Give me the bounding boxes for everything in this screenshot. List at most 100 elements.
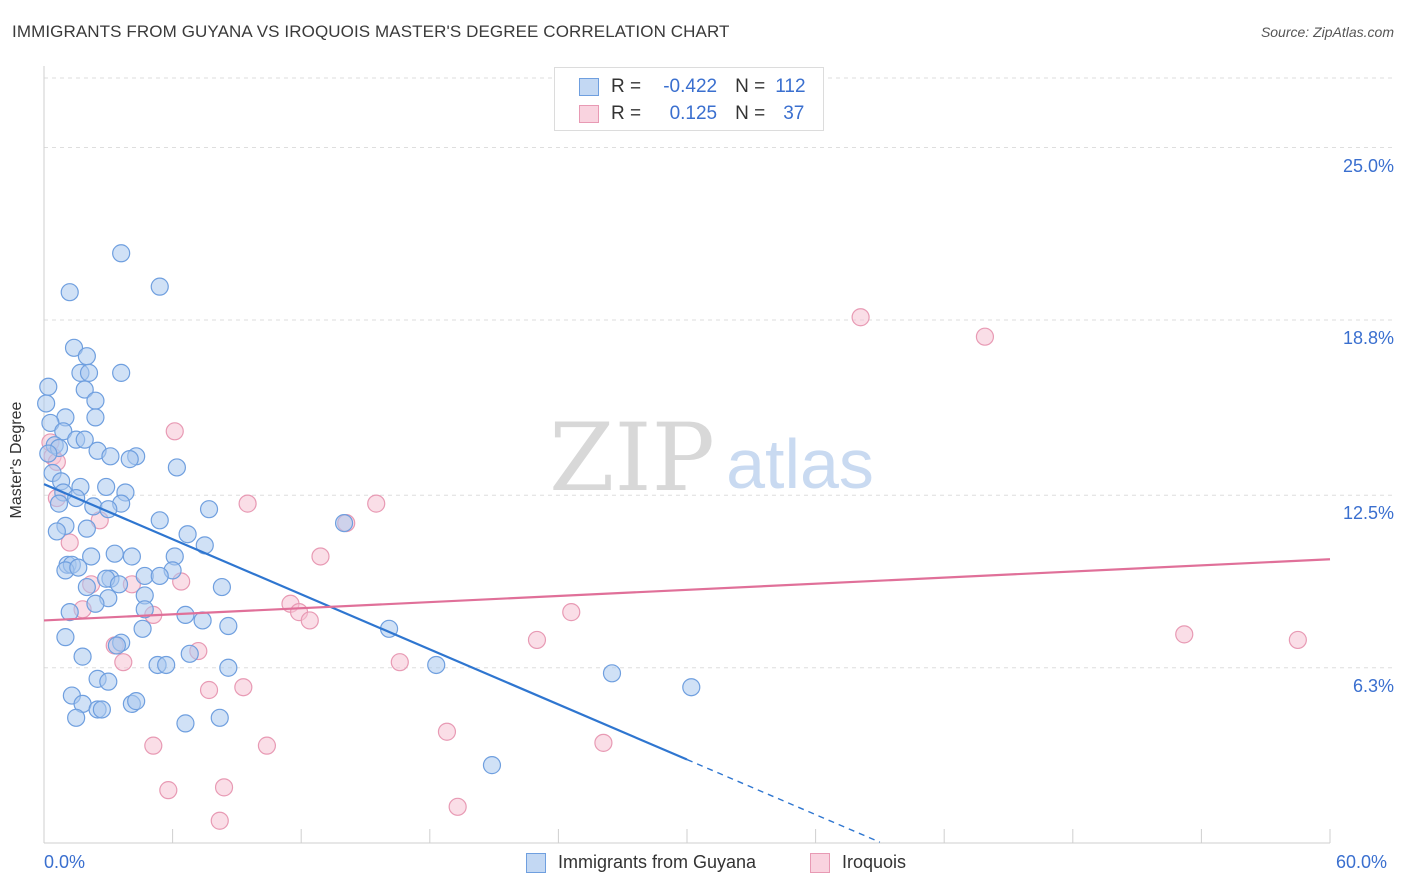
- legend-n-label: N =: [735, 103, 766, 124]
- legend-r-label: R =: [611, 103, 642, 124]
- guyana-point: [427, 655, 446, 675]
- guyana-point: [60, 283, 79, 302]
- guyana-point: [99, 672, 118, 691]
- iroquois-point: [1175, 625, 1194, 644]
- guyana-point: [212, 577, 231, 597]
- series-iroquois-points: [41, 308, 1307, 830]
- guyana-point: [67, 708, 86, 727]
- guyana-point: [334, 513, 354, 533]
- guyana-point: [199, 500, 219, 519]
- guyana-point: [180, 644, 199, 663]
- legend-swatch-blue: [579, 78, 599, 96]
- guyana-point: [107, 636, 126, 655]
- guyana-point: [105, 544, 124, 563]
- guyana-point: [112, 244, 131, 263]
- guyana-point: [69, 558, 88, 577]
- source-label: Source: ZipAtlas.com: [1260, 24, 1394, 40]
- bottom-legend-label-guyana: Immigrants from Guyana: [558, 852, 757, 872]
- guyana-point: [101, 447, 120, 466]
- y-tick-label: 12.5%: [1342, 503, 1394, 524]
- guyana-point: [64, 338, 84, 357]
- bottom-legend-iroquois: Iroquois: [810, 852, 906, 873]
- guyana-point: [49, 494, 69, 513]
- iroquois-point: [594, 733, 613, 752]
- watermark-zip: ZIP: [549, 404, 715, 513]
- bottom-legend-swatch-pink: [810, 852, 830, 873]
- guyana-point: [79, 363, 99, 382]
- guyana-point: [193, 611, 212, 630]
- iroquois-point: [1288, 630, 1307, 650]
- guyana-point: [127, 692, 146, 711]
- guyana-point: [56, 628, 75, 647]
- iroquois-point: [234, 678, 253, 697]
- iroquois-point: [165, 422, 184, 441]
- guyana-point: [86, 594, 105, 613]
- x-tick-label-min: 0.0%: [44, 852, 86, 872]
- guyana-point: [54, 422, 73, 441]
- guyana-point: [482, 756, 502, 775]
- y-tick-label: 18.8%: [1342, 328, 1394, 349]
- guyana-point: [77, 577, 96, 597]
- guyana-point: [73, 647, 92, 666]
- chart-title: IMMIGRANTS FROM GUYANA VS IROQUOIS MASTE…: [12, 22, 730, 41]
- iroquois-point: [144, 736, 163, 755]
- x-tick-label-max: 60.0%: [1336, 852, 1388, 872]
- legend-swatch-pink: [579, 105, 599, 123]
- guyana-point: [75, 380, 94, 399]
- guyana-point: [602, 664, 622, 683]
- guyana-point: [60, 603, 79, 622]
- y-tick-label: 6.3%: [1352, 675, 1394, 696]
- iroquois-point: [367, 494, 386, 513]
- bottom-legend-label-iroquois: Iroquois: [842, 852, 907, 872]
- guyana-point: [133, 619, 152, 638]
- guyana-point: [219, 658, 238, 677]
- legend-r-value: -0.422: [663, 76, 718, 97]
- guyana-point: [210, 708, 229, 727]
- guyana-point: [682, 678, 701, 697]
- iroquois-point: [210, 811, 229, 830]
- iroquois-point: [214, 778, 234, 797]
- watermark-atlas: atlas: [726, 425, 874, 503]
- y-axis-label: Master's Degree: [8, 401, 25, 519]
- guyana-point: [97, 477, 116, 497]
- guyana-point: [41, 413, 60, 433]
- trend-lines: [43, 483, 1331, 843]
- guyana-point: [109, 575, 129, 594]
- watermark: ZIP atlas: [549, 404, 874, 513]
- guyana-point: [112, 363, 131, 382]
- guyana-point: [86, 408, 105, 427]
- guyana-point: [82, 547, 101, 566]
- legend-n-label: N =: [735, 76, 766, 97]
- guyana-point: [219, 616, 238, 636]
- y-tick-label: 25.0%: [1342, 155, 1394, 176]
- guyana-point: [135, 600, 154, 619]
- guyana-point: [150, 566, 169, 586]
- guyana-point: [39, 444, 58, 463]
- iroquois-point: [238, 494, 257, 513]
- iroquois-point: [390, 653, 409, 672]
- legend-r-value: 0.125: [669, 103, 718, 124]
- iroquois-point: [60, 533, 79, 552]
- iroquois-point: [311, 547, 330, 566]
- guyana-point: [122, 547, 141, 566]
- guyana-point: [167, 458, 186, 477]
- guyana-point: [37, 394, 56, 413]
- iroquois-point: [257, 736, 277, 755]
- iroquois-point: [851, 308, 870, 327]
- legend-row-iroquois: R = 0.125 N = 37: [579, 101, 804, 127]
- guyana-point: [176, 714, 195, 733]
- guyana-point: [47, 522, 66, 541]
- guyana-point: [150, 511, 169, 530]
- grid-lines: [44, 77, 1392, 669]
- iroquois-point: [562, 603, 581, 622]
- guyana-point: [86, 391, 105, 410]
- bottom-legend-swatch-blue: [526, 852, 546, 873]
- iroquois-point: [975, 327, 995, 346]
- iroquois-point: [448, 797, 467, 816]
- iroquois-point: [114, 653, 133, 672]
- iroquois-point: [527, 630, 547, 650]
- bottom-legend-guyana: Immigrants from Guyana: [526, 852, 756, 873]
- legend-r-label: R =: [611, 76, 642, 97]
- correlation-legend: R = -0.422 N = 112 R = 0.125 N = 37: [554, 67, 824, 131]
